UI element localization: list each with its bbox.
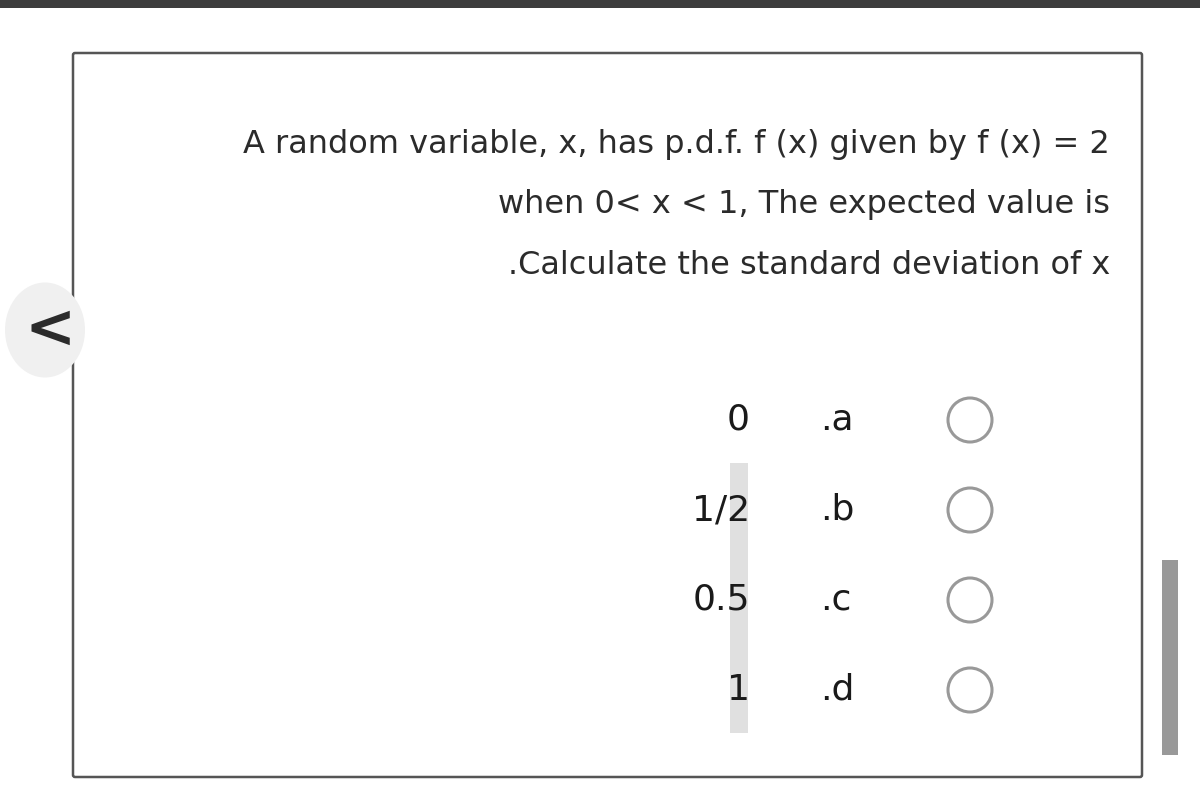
Bar bbox=[730, 553, 748, 643]
Ellipse shape bbox=[5, 283, 85, 377]
Text: 1/2: 1/2 bbox=[692, 493, 750, 527]
Text: 1: 1 bbox=[727, 673, 750, 707]
Text: <: < bbox=[24, 301, 76, 360]
Text: .b: .b bbox=[820, 493, 854, 527]
Text: .a: .a bbox=[820, 403, 853, 437]
Bar bbox=[730, 463, 748, 553]
Bar bbox=[730, 643, 748, 733]
FancyBboxPatch shape bbox=[73, 53, 1142, 777]
Text: .Calculate the standard deviation of x: .Calculate the standard deviation of x bbox=[508, 249, 1110, 280]
Text: A random variable, x, has p.d.f. f (x) given by f (x) = 2: A random variable, x, has p.d.f. f (x) g… bbox=[244, 130, 1110, 160]
Text: when 0< x < 1, The expected value is: when 0< x < 1, The expected value is bbox=[498, 190, 1110, 220]
Text: .d: .d bbox=[820, 673, 854, 707]
Text: 0: 0 bbox=[727, 403, 750, 437]
Text: 0.5: 0.5 bbox=[692, 583, 750, 617]
Bar bbox=[0, 0, 1200, 8]
Text: .c: .c bbox=[820, 583, 851, 617]
Bar bbox=[1162, 560, 1178, 755]
